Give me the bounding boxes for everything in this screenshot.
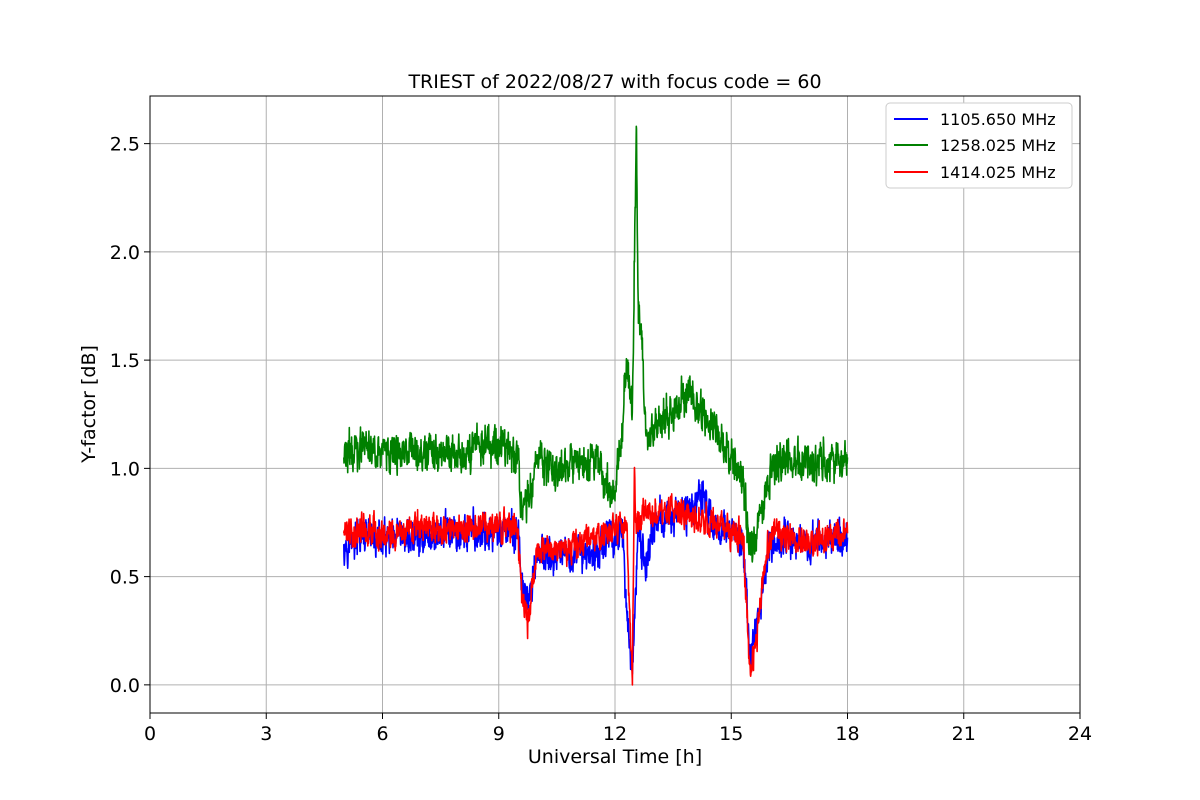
- x-tick-label: 0: [144, 723, 156, 745]
- x-tick-label: 24: [1068, 723, 1092, 745]
- series-layer: [343, 125, 849, 686]
- series-line-1414025: [343, 466, 849, 686]
- grid: [149, 96, 1081, 713]
- series-line-1258025: [343, 125, 849, 563]
- y-axis: 0.0 0.5 1.0 1.5 2.0 2.5: [110, 134, 150, 697]
- legend: 1105.650 MHz 1258.025 MHz 1414.025 MHz: [885, 102, 1073, 189]
- y-tick-label: 0.0: [110, 675, 140, 697]
- x-tick-label: 6: [376, 723, 388, 745]
- legend-label-1414: 1414.025 MHz: [940, 163, 1056, 182]
- legend-label-1258: 1258.025 MHz: [940, 136, 1056, 155]
- y-tick-label: 0.5: [110, 567, 140, 589]
- legend-label-1105: 1105.650 MHz: [940, 110, 1056, 129]
- legend-box: [885, 102, 1073, 189]
- x-tick-label: 9: [493, 723, 505, 745]
- x-tick-label: 3: [260, 723, 272, 745]
- y-tick-label: 2.0: [110, 242, 140, 264]
- y-tick-label: 1.5: [110, 350, 140, 372]
- x-tick-label: 15: [719, 723, 743, 745]
- x-axis-title: Universal Time [h]: [528, 746, 702, 768]
- x-tick-label: 21: [952, 723, 976, 745]
- chart-title: TRIEST of 2022/08/27 with focus code = 6…: [407, 71, 821, 93]
- y-tick-label: 1.0: [110, 458, 140, 480]
- x-tick-label: 18: [835, 723, 859, 745]
- x-axis: 0 3 6 9 12 15 18 21 24: [144, 713, 1092, 745]
- y-tick-label: 2.5: [110, 134, 140, 156]
- x-tick-label: 12: [603, 723, 627, 745]
- y-axis-title: Y-factor [dB]: [78, 345, 100, 464]
